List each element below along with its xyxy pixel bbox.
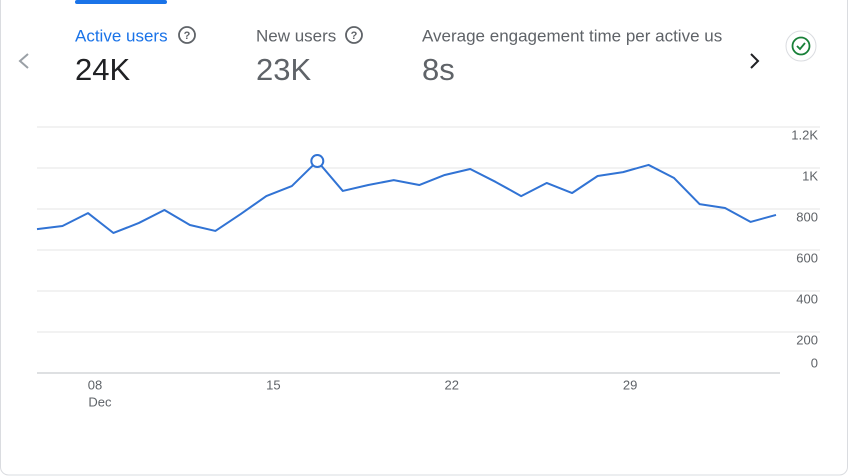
tab-label: New users	[256, 26, 336, 45]
status-icon	[791, 36, 811, 56]
tab-value: 23K	[256, 52, 311, 87]
y-tick-label: 1.2K	[791, 127, 818, 142]
tab-indicator	[75, 0, 167, 4]
tab[interactable]: New users 23K ?	[256, 26, 363, 87]
x-tick-label: 15	[266, 377, 280, 392]
prev-arrow[interactable]	[18, 53, 29, 69]
help-glyph: ?	[184, 30, 191, 42]
tab-value: 24K	[75, 52, 130, 87]
help-glyph: ?	[351, 30, 358, 42]
tab-value: 8s	[422, 52, 455, 87]
y-tick-label: 600	[796, 250, 818, 265]
next-arrow[interactable]	[750, 53, 760, 69]
series-line	[36, 160, 777, 234]
plot: 1.2K 1K 800 600 400 200 0 08 Dec 15 22 29	[36, 126, 820, 409]
help-icon[interactable]	[345, 26, 363, 44]
tab[interactable]: Average engagement time per active us 8s	[422, 26, 722, 87]
tab-label: Average engagement time per active us	[422, 26, 722, 45]
help-icon[interactable]	[178, 26, 196, 44]
x-tick-label: 22	[444, 377, 458, 392]
status-button[interactable]	[785, 30, 817, 62]
x-sublabel: Dec	[88, 394, 112, 409]
tab[interactable]: Active users 24K ?	[75, 26, 196, 87]
status-check	[796, 42, 806, 51]
x-tick-label: 29	[623, 377, 637, 392]
tab-label: Active users	[75, 26, 168, 45]
y-tick-label: 400	[796, 291, 818, 306]
highlight-marker	[310, 154, 325, 169]
y-tick-label: 200	[796, 332, 818, 347]
y-tick-label: 800	[796, 209, 818, 224]
x-tick-label: 08	[88, 377, 102, 392]
y-tick-label: 1K	[802, 168, 818, 183]
y-tick-label: 0	[811, 355, 818, 370]
